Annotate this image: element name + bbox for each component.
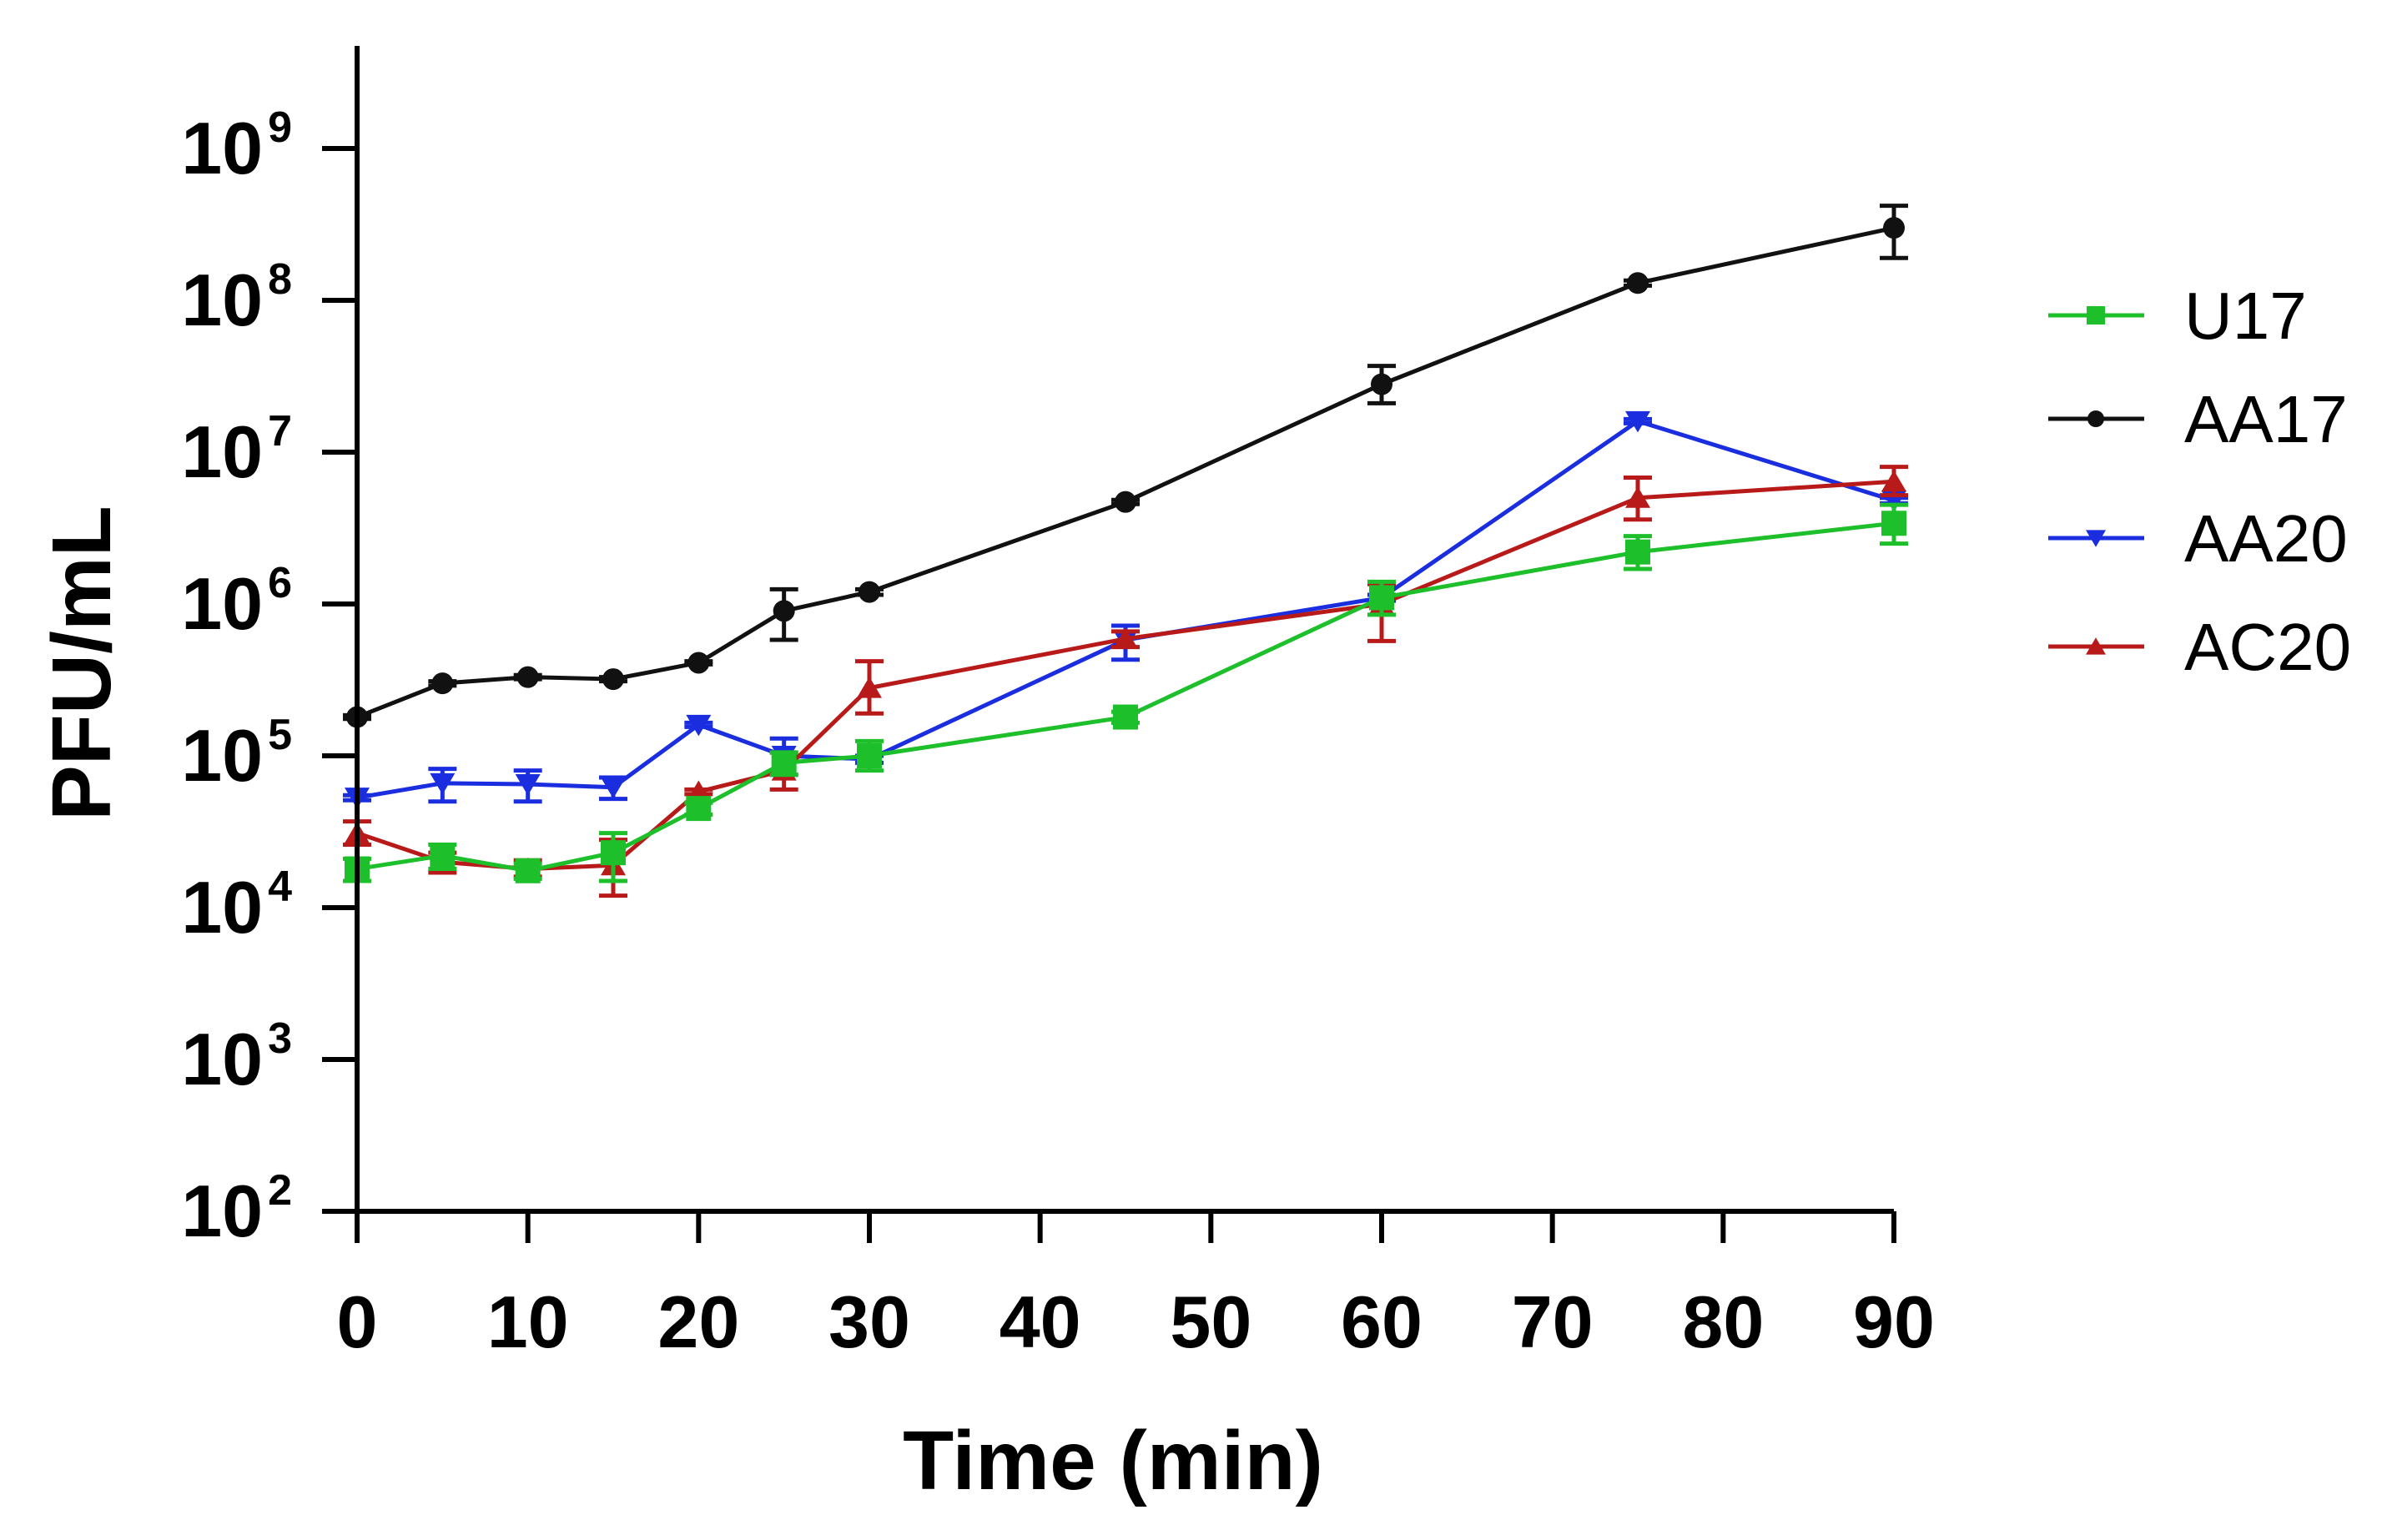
data-point: [1371, 373, 1392, 395]
legend-marker: [2086, 530, 2106, 547]
x-tick-label: 70: [1512, 1281, 1594, 1363]
data-point: [1627, 272, 1649, 294]
data-point: [1113, 627, 1138, 649]
legend: U17 AA17 AA20 AC20: [2048, 279, 2351, 684]
x-axis: 0 10 20 30 40 50 60 70 80 90: [337, 1209, 1935, 1363]
data-point: [1881, 470, 1906, 492]
data-point: [857, 677, 882, 698]
data-point: [601, 777, 626, 799]
x-tick-label: 40: [1000, 1281, 1081, 1363]
x-tick-label: 50: [1170, 1281, 1251, 1363]
y-tick-label: 10 2: [181, 1166, 292, 1252]
y-tick-label: 10 7: [181, 407, 292, 493]
x-tick-label: 60: [1341, 1281, 1423, 1363]
y-tick-label: 10 4: [181, 863, 292, 949]
data-point: [515, 774, 541, 796]
legend-marker: [2087, 306, 2105, 325]
data-point: [430, 773, 456, 795]
data-point: [1625, 486, 1650, 508]
data-point: [602, 668, 624, 691]
x-tick-label: 20: [657, 1281, 739, 1363]
data-point: [686, 796, 712, 822]
data-point: [430, 843, 456, 868]
series-aa17: [343, 204, 1908, 728]
legend-label: U17: [2184, 279, 2307, 353]
data-point: [687, 652, 710, 674]
series-ac20: [343, 465, 1908, 898]
data-point: [859, 581, 880, 603]
plot-area: [343, 204, 1908, 898]
x-tick-label: 10: [487, 1281, 569, 1363]
data-point: [857, 743, 882, 768]
y-tick-label: 10 5: [181, 711, 292, 797]
series-aa20: [343, 410, 1908, 809]
y-tick-label: 10 9: [181, 103, 292, 189]
data-point: [515, 858, 541, 883]
y-tick-label: 10 3: [181, 1014, 292, 1100]
series-u17: [343, 502, 1908, 883]
data-point: [516, 666, 539, 688]
series-line: [356, 419, 1895, 800]
y-tick-label: 10 8: [181, 255, 292, 341]
series-line: [356, 521, 1895, 873]
x-tick-label: 80: [1682, 1281, 1764, 1363]
series-line: [356, 479, 1895, 872]
legend-item-aa17: AA17: [2048, 382, 2348, 456]
legend-label: AC20: [2184, 610, 2351, 684]
legend-item-u17: U17: [2048, 279, 2307, 353]
data-point: [601, 840, 626, 866]
data-point: [431, 672, 454, 695]
x-tick-label: 30: [828, 1281, 910, 1363]
data-point: [1625, 539, 1650, 565]
y-tick-label: 10 6: [181, 559, 292, 645]
x-tick-label: 90: [1853, 1281, 1935, 1363]
data-point: [1369, 585, 1394, 611]
legend-item-ac20: AC20: [2048, 610, 2351, 684]
data-point: [773, 600, 795, 622]
x-tick-label: 0: [337, 1281, 378, 1363]
legend-label: AA17: [2184, 382, 2348, 456]
data-point: [1881, 511, 1906, 536]
data-point: [686, 714, 712, 737]
legend-marker: [2087, 410, 2104, 427]
data-point: [1113, 704, 1138, 730]
data-point: [771, 750, 797, 776]
legend-marker: [2086, 637, 2106, 655]
x-axis-title: Time (min): [903, 1414, 1323, 1507]
data-point: [1883, 217, 1905, 239]
data-point: [1625, 410, 1650, 433]
legend-label: AA20: [2184, 501, 2348, 576]
y-axis-title: PFU/mL: [35, 506, 128, 821]
legend-item-aa20: AA20: [2048, 501, 2348, 576]
data-point: [1115, 491, 1136, 513]
